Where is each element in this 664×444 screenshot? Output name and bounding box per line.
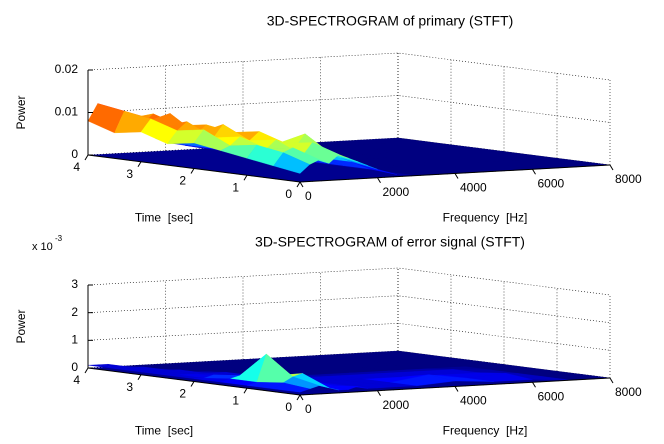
y-tick: [137, 161, 142, 168]
x-tick-label: 8000: [615, 385, 642, 399]
chart-title: 3D-SPECTROGRAM of primary (STFT): [267, 13, 514, 29]
x-tick: [609, 377, 614, 384]
y-tick-label: 0: [285, 187, 292, 201]
z-tick-label: 2: [71, 305, 78, 319]
y-tick-label: 2: [179, 387, 186, 401]
x-tick-label: 2000: [383, 185, 410, 199]
y-tick-label: 3: [126, 167, 133, 181]
z-axis-label: Power: [14, 95, 28, 129]
x-tick: [532, 168, 536, 175]
y-tick: [137, 374, 142, 381]
x-tick-label: 4000: [460, 394, 487, 408]
x-tick-label: 2000: [383, 398, 410, 412]
x-tick-label: 4000: [460, 181, 487, 195]
x-tick: [377, 177, 381, 184]
scale-exponent: -3: [55, 234, 63, 243]
y-tick-label: 4: [73, 160, 80, 174]
z-tick-label: 1: [71, 333, 78, 347]
x-axis-label: Frequency [Hz]: [443, 211, 528, 225]
z-tick-label: 3: [71, 277, 78, 291]
y-tick: [190, 168, 195, 174]
y-axis-label: Time [sec]: [135, 424, 193, 438]
y-tick: [296, 181, 301, 188]
x-tick-label: 0: [305, 402, 312, 416]
x-tick: [454, 173, 459, 179]
z-tick-label: 0.02: [55, 62, 79, 76]
x-tick-label: 8000: [615, 172, 642, 186]
x-tick: [299, 181, 304, 188]
chart-title: 3D-SPECTROGRAM of error signal (STFT): [255, 234, 525, 250]
y-tick: [296, 394, 301, 401]
x-tick-label: 6000: [538, 176, 565, 190]
z-axis-label: Power: [14, 309, 28, 343]
y-tick: [243, 174, 248, 181]
z-tick-label: 0.01: [55, 105, 79, 119]
x-tick: [299, 394, 304, 401]
y-tick: [243, 387, 248, 394]
y-tick-label: 2: [179, 174, 186, 188]
x-tick-label: 0: [305, 189, 312, 203]
x-tick-label: 6000: [538, 389, 565, 403]
y-tick-label: 1: [232, 393, 239, 407]
x-tick: [609, 164, 614, 171]
y-tick-label: 3: [126, 380, 133, 394]
x-tick: [454, 386, 459, 392]
surface-cell: [273, 152, 310, 174]
surface-cell: [273, 382, 311, 393]
x-tick: [377, 390, 381, 397]
y-tick-label: 1: [232, 180, 239, 194]
y-tick-label: 4: [73, 373, 80, 387]
y-tick: [190, 381, 195, 387]
y-axis-label: Time [sec]: [135, 211, 193, 225]
y-tick: [84, 154, 89, 161]
scale-label: x 10: [32, 241, 53, 253]
y-tick-label: 0: [285, 400, 292, 414]
x-axis-label: Frequency [Hz]: [443, 424, 528, 438]
z-tick-label: 0: [71, 147, 78, 161]
y-tick: [84, 367, 89, 374]
x-tick: [532, 381, 536, 388]
z-tick-label: 0: [71, 360, 78, 374]
